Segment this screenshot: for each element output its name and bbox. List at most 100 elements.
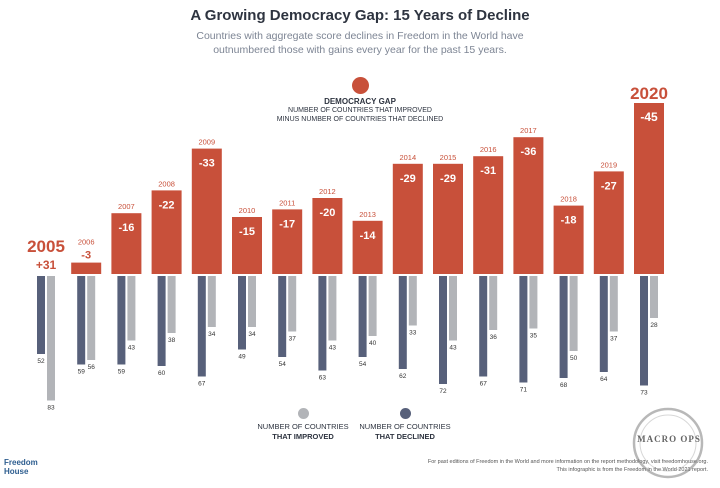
watermark-text: MACRO OPS [637, 434, 701, 444]
gap-value-label-2014: -29 [400, 173, 416, 185]
gap-bar-2018 [553, 205, 584, 274]
democracy-gap-legend-line2: MINUS NUMBER OF COUNTRIES THAT DECLINED [276, 116, 444, 123]
gap-bar-2007 [111, 213, 142, 274]
improved-value-label-2006: 56 [88, 364, 96, 371]
year-label-2005: 2005 [27, 237, 65, 256]
year-label-2016: 2016 [480, 145, 497, 154]
year-label-2015: 2015 [440, 153, 457, 162]
democracy-gap-legend-line1: NUMBER OF COUNTRIES THAT IMPROVED [288, 107, 432, 114]
improved-value-label-2005: 83 [47, 405, 55, 412]
democracy-gap-legend-heading: DEMOCRACY GAP [324, 97, 396, 106]
footnote-line2: This infographic is from the Freedom in … [556, 467, 708, 473]
improved-bar-2007 [127, 276, 136, 341]
declined-value-label-2014: 62 [399, 373, 407, 380]
improved-bar-2016 [489, 276, 498, 330]
declined-value-label-2015: 72 [439, 388, 447, 395]
improved-bar-2006 [87, 276, 96, 360]
improved-bar-2008 [167, 276, 176, 333]
footnote-line1: For past editions of Freedom in the Worl… [427, 459, 708, 465]
gap-value-label-2008: -22 [159, 199, 175, 211]
improved-value-label-2010: 34 [248, 331, 256, 338]
declined-value-label-2013: 54 [359, 361, 367, 368]
improved-value-label-2011: 37 [289, 336, 297, 343]
gap-bar-2013 [352, 220, 383, 274]
year-label-2019: 2019 [600, 160, 617, 169]
declined-value-label-2020: 73 [640, 390, 648, 397]
gap-value-label-2019: -27 [601, 180, 617, 192]
improved-value-label-2020: 28 [650, 322, 658, 329]
year-label-2013: 2013 [359, 210, 376, 219]
gap-bar-2008 [151, 190, 182, 274]
gap-value-label-2012: -20 [319, 207, 335, 219]
declined-value-label-2019: 64 [600, 376, 608, 383]
declined-legend-dot [399, 408, 411, 419]
improved-value-label-2014: 33 [409, 330, 417, 337]
gap-value-label-2020: -45 [640, 110, 658, 124]
improved-bar-2012 [328, 276, 337, 341]
year-label-2020: 2020 [630, 84, 668, 103]
declined-bar-2005 [37, 276, 45, 354]
gap-value-label-2005: +31 [36, 258, 57, 272]
gap-value-label-2007: -16 [118, 222, 134, 234]
improved-value-label-2013: 40 [369, 340, 377, 347]
gap-bar-2015 [433, 163, 463, 274]
declined-bar-2012 [318, 276, 327, 371]
declined-value-label-2011: 54 [279, 361, 287, 368]
logo-line2: House [4, 467, 29, 476]
gap-value-label-2017: -36 [520, 146, 536, 158]
declined-bar-2006 [77, 276, 86, 365]
declined-value-label-2012: 63 [319, 375, 327, 382]
improved-bar-2015 [449, 276, 457, 341]
gap-bar-2016 [473, 156, 504, 274]
chart-subtitle-line2: outnumbered those with gains every year … [213, 44, 507, 56]
gap-value-label-2013: -14 [360, 230, 377, 242]
declined-bar-2018 [559, 276, 568, 378]
year-label-2017: 2017 [520, 126, 537, 135]
improved-bar-2020 [650, 276, 658, 318]
year-label-2009: 2009 [198, 138, 215, 147]
improved-bar-2010 [248, 276, 256, 327]
improved-bar-2018 [569, 276, 578, 351]
gap-value-label-2010: -15 [239, 226, 255, 238]
declined-bar-2020 [640, 276, 648, 386]
improved-bar-2011 [288, 276, 297, 332]
improved-value-label-2016: 36 [490, 334, 498, 341]
gap-bar-2012 [312, 198, 343, 274]
improved-bar-2005 [47, 276, 55, 401]
chart-title: A Growing Democracy Gap: 15 Years of Dec… [190, 7, 530, 24]
watermark-ring-icon [632, 407, 704, 479]
gap-value-label-2011: -17 [279, 218, 295, 230]
declined-bar-2016 [479, 276, 488, 377]
improved-bar-2014 [408, 276, 417, 326]
improved-bar-2019 [609, 276, 618, 332]
year-label-2007: 2007 [118, 202, 135, 211]
declined-value-label-2016: 67 [480, 381, 488, 388]
freedom-house-logo: Freedom House [4, 458, 38, 476]
gap-value-label-2006: -3 [81, 250, 91, 262]
improved-legend-line1: NUMBER OF COUNTRIES [257, 422, 349, 431]
year-label-2011: 2011 [279, 198, 295, 207]
chart-subtitle-line1: Countries with aggregate score declines … [196, 30, 524, 42]
year-label-2010: 2010 [239, 206, 256, 215]
improved-bar-2017 [529, 276, 538, 329]
declined-legend-line1: NUMBER OF COUNTRIES [359, 422, 451, 431]
year-label-2014: 2014 [399, 153, 416, 162]
declined-value-label-2017: 71 [520, 387, 528, 394]
declined-bar-2010 [238, 276, 246, 350]
declined-bar-2019 [599, 276, 608, 372]
improved-legend-line2: THAT IMPROVED [272, 432, 334, 441]
gap-bar-2019 [593, 171, 624, 274]
improved-value-label-2019: 37 [610, 336, 618, 343]
year-label-2018: 2018 [560, 195, 577, 204]
improved-legend: NUMBER OF COUNTRIES THAT IMPROVED [248, 408, 358, 442]
improved-bar-2009 [207, 276, 216, 327]
declined-bar-2015 [439, 276, 447, 384]
year-label-2008: 2008 [158, 179, 175, 188]
gap-bar-2017 [513, 137, 544, 274]
declined-bar-2007 [117, 276, 126, 365]
gap-bar-2020 [634, 103, 664, 274]
footnote: For past editions of Freedom in the Worl… [348, 458, 708, 474]
improved-value-label-2018: 50 [570, 355, 578, 362]
declined-value-label-2009: 67 [198, 381, 206, 388]
